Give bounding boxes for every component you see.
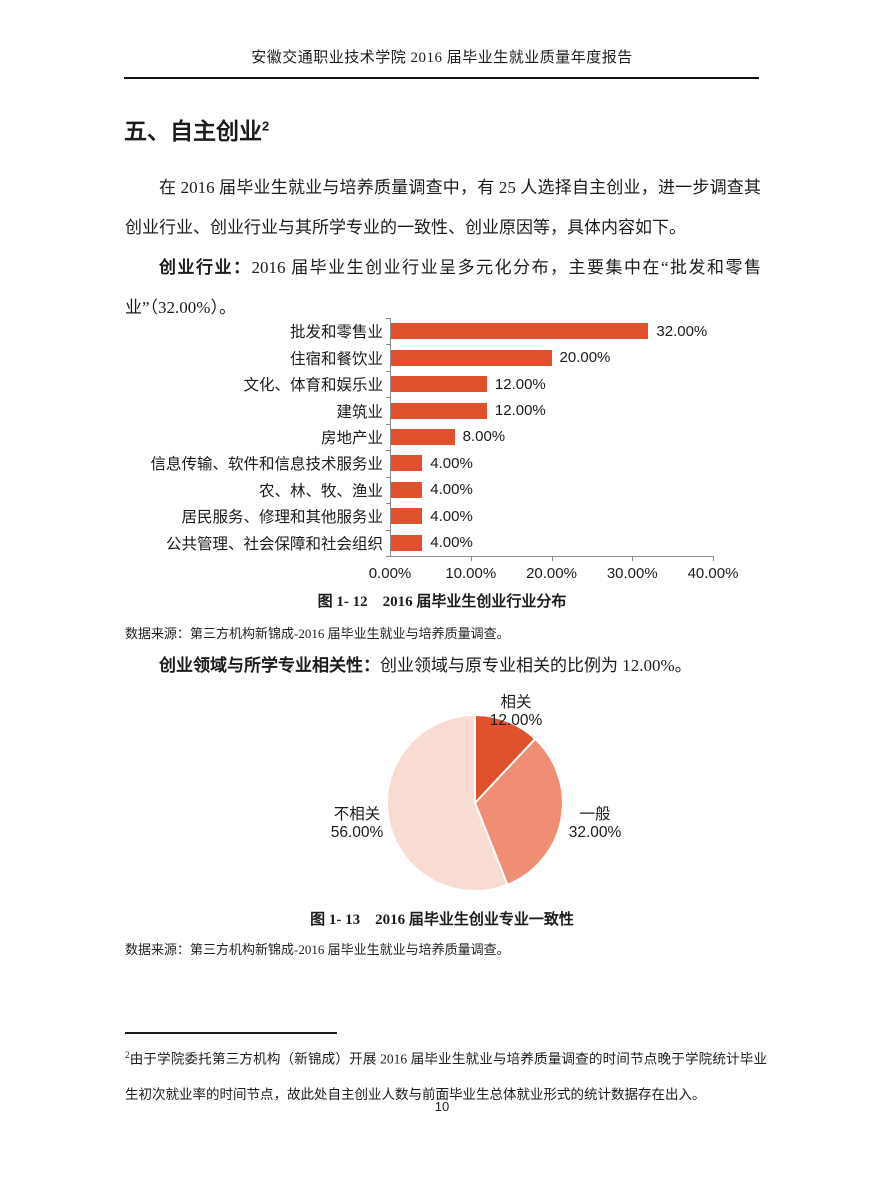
- bar-row: 信息传输、软件和信息技术服务业 4.00%: [125, 450, 759, 476]
- bar-chart-y-tick: [386, 529, 390, 531]
- bar-row: 公共管理、社会保障和社会组织 4.00%: [125, 530, 759, 556]
- paragraph-relevance: 创业领域与所学专业相关性：创业领域与原专业相关的比例为 12.00%。: [125, 646, 761, 686]
- pie-slice-0: [474, 713, 537, 806]
- bar-chart-y-tick: [386, 556, 390, 557]
- bar-chart-y-tick: [386, 450, 390, 452]
- paragraph-industry-lead: 创业行业：: [159, 258, 252, 277]
- bar: [390, 323, 649, 340]
- bar-category-label: 文化、体育和娱乐业: [243, 377, 383, 395]
- footnote-marker: 2: [125, 1050, 130, 1060]
- paragraph-relevance-lead: 创业领域与所学专业相关性：: [159, 656, 380, 675]
- bar: [390, 455, 423, 472]
- page-header: 安徽交通职业技术学院 2016 届毕业生就业质量年度报告: [251, 50, 633, 66]
- page-number: 10: [434, 1099, 450, 1114]
- bar-row: 住宿和餐饮业 20.00%: [125, 344, 759, 370]
- bar-chart-y-tick: [386, 344, 390, 346]
- pie-label-unrelated-value: 56.00%: [330, 824, 384, 841]
- bar-category-label: 批发和零售业: [289, 324, 383, 342]
- paragraph-industry-rest: 2016 届毕业生创业行业呈多元化分布，主要集中在“批发和零售业”（32.00%…: [125, 258, 761, 317]
- bar: [390, 481, 423, 498]
- paragraph-intro: 在 2016 届毕业生就业与培养质量调查中，有 25 人选择自主创业，进一步调查…: [125, 178, 761, 237]
- pie-slice-1: [473, 737, 564, 887]
- figure-1-12-datasource: 数据来源：第三方机构新锦成-2016 届毕业生就业与培养质量调查。: [125, 626, 510, 641]
- bar-chart-y-tick: [386, 370, 390, 372]
- bar-chart-x-tick-label: 20.00%: [526, 565, 577, 582]
- bar-row: 居民服务、修理和其他服务业 4.00%: [125, 503, 759, 529]
- bar-value-label: 4.00%: [430, 454, 473, 472]
- bar-chart-x-tick-label: 10.00%: [445, 565, 497, 582]
- figure-1-13-caption: 图 1- 13 2016 届毕业生创业专业一致性: [310, 912, 574, 928]
- bar-chart-y-tick: [386, 397, 390, 399]
- bar-chart-x-tick-label: 40.00%: [687, 565, 739, 582]
- bar: [390, 376, 487, 393]
- footnote-text: 由于学院委托第三方机构（新锦成）开展 2016 届毕业生就业与培养质量调查的时间…: [125, 1051, 767, 1102]
- bar-chart-y-tick: [386, 318, 390, 319]
- bar-value-label: 4.00%: [430, 507, 473, 525]
- bar: [390, 349, 552, 366]
- section-title-footnote-ref: 2: [262, 118, 270, 134]
- pie-label-related: 相关 12.00%: [456, 694, 576, 730]
- pie-label-neutral: 一般 32.00%: [529, 806, 661, 842]
- pie-label-related-value: 12.00%: [489, 712, 543, 729]
- bar-category-label: 信息传输、软件和信息技术服务业: [150, 456, 383, 474]
- bar-row: 农、林、牧、渔业 4.00%: [125, 477, 759, 503]
- pie-slice-2: [385, 713, 509, 892]
- bar-value-label: 4.00%: [430, 534, 473, 552]
- bar-chart-y-tick: [386, 503, 390, 505]
- pie-label-unrelated: 不相关 56.00%: [291, 806, 423, 842]
- bar-chart: 批发和零售业 32.00% 住宿和餐饮业 20.00% 文化、体育和娱乐业 12.00% 建…: [125, 318, 759, 588]
- pie-label-unrelated-name: 不相关: [333, 806, 381, 823]
- bar-category-label: 房地产业: [320, 429, 383, 447]
- bar-row: 文化、体育和娱乐业 12.00%: [125, 371, 759, 397]
- bar-value-label: 20.00%: [559, 349, 611, 367]
- bar-category-label: 公共管理、社会保障和社会组织: [165, 535, 383, 553]
- section-title: 五、自主创业2: [124, 112, 269, 146]
- bar-category-label: 住宿和餐饮业: [289, 350, 383, 368]
- bar-value-label: 12.00%: [494, 375, 546, 393]
- bar-row: 房地产业 8.00%: [125, 424, 759, 450]
- bar-chart-x-tick: [551, 556, 553, 561]
- bar: [390, 428, 455, 445]
- bar-value-label: 4.00%: [430, 481, 473, 499]
- footnote-divider: [125, 1032, 337, 1034]
- bar-chart-x-tick: [470, 556, 472, 561]
- paragraph-relevance-rest: 创业领域与原专业相关的比例为 12.00%。: [380, 656, 692, 675]
- bar-chart-y-axis: [390, 318, 391, 556]
- figure-1-12-caption: 图 1- 12 2016 届毕业生创业行业分布: [317, 594, 567, 610]
- bar-row: 建筑业 12.00%: [125, 397, 759, 423]
- pie-chart: 相关 12.00% 一般 32.00% 不相关 56.00%: [125, 690, 759, 902]
- bar: [390, 534, 423, 551]
- bar-chart-y-tick: [386, 476, 390, 478]
- figure-1-13-datasource: 数据来源：第三方机构新锦成-2016 届毕业生就业与培养质量调查。: [125, 942, 510, 957]
- header-divider: [124, 77, 759, 79]
- bar-chart-rows: 批发和零售业 32.00% 住宿和餐饮业 20.00% 文化、体育和娱乐业 12.00% 建…: [125, 318, 759, 556]
- pie-label-neutral-value: 32.00%: [568, 824, 622, 841]
- bar-category-label: 建筑业: [336, 403, 383, 421]
- bar-value-label: 8.00%: [462, 428, 506, 446]
- pie-chart-svg: [385, 713, 564, 892]
- bar-chart-x-tick: [713, 556, 714, 561]
- bar-row: 批发和零售业 32.00%: [125, 318, 759, 344]
- bar-value-label: 32.00%: [656, 322, 708, 340]
- footnote: 2由于学院委托第三方机构（新锦成）开展 2016 届毕业生就业与培养质量调查的时…: [125, 1038, 767, 1112]
- section-title-text: 五、自主创业: [124, 118, 262, 144]
- bar-category-label: 农、林、牧、渔业: [258, 482, 383, 500]
- bar-chart-y-tick: [386, 423, 390, 425]
- bar-value-label: 12.00%: [494, 402, 546, 420]
- bar-chart-x-tick-label: 30.00%: [606, 565, 658, 582]
- pie-label-related-name: 相关: [500, 694, 532, 711]
- bar-chart-x-tick: [632, 556, 634, 561]
- bar: [390, 402, 487, 419]
- paragraph-industry: 创业行业：2016 届毕业生创业行业呈多元化分布，主要集中在“批发和零售业”（3…: [125, 248, 761, 328]
- bar-chart-x-tick-label: 0.00%: [368, 565, 412, 582]
- bar: [390, 508, 423, 525]
- bar-category-label: 居民服务、修理和其他服务业: [181, 509, 383, 527]
- pie-label-neutral-name: 一般: [579, 806, 611, 823]
